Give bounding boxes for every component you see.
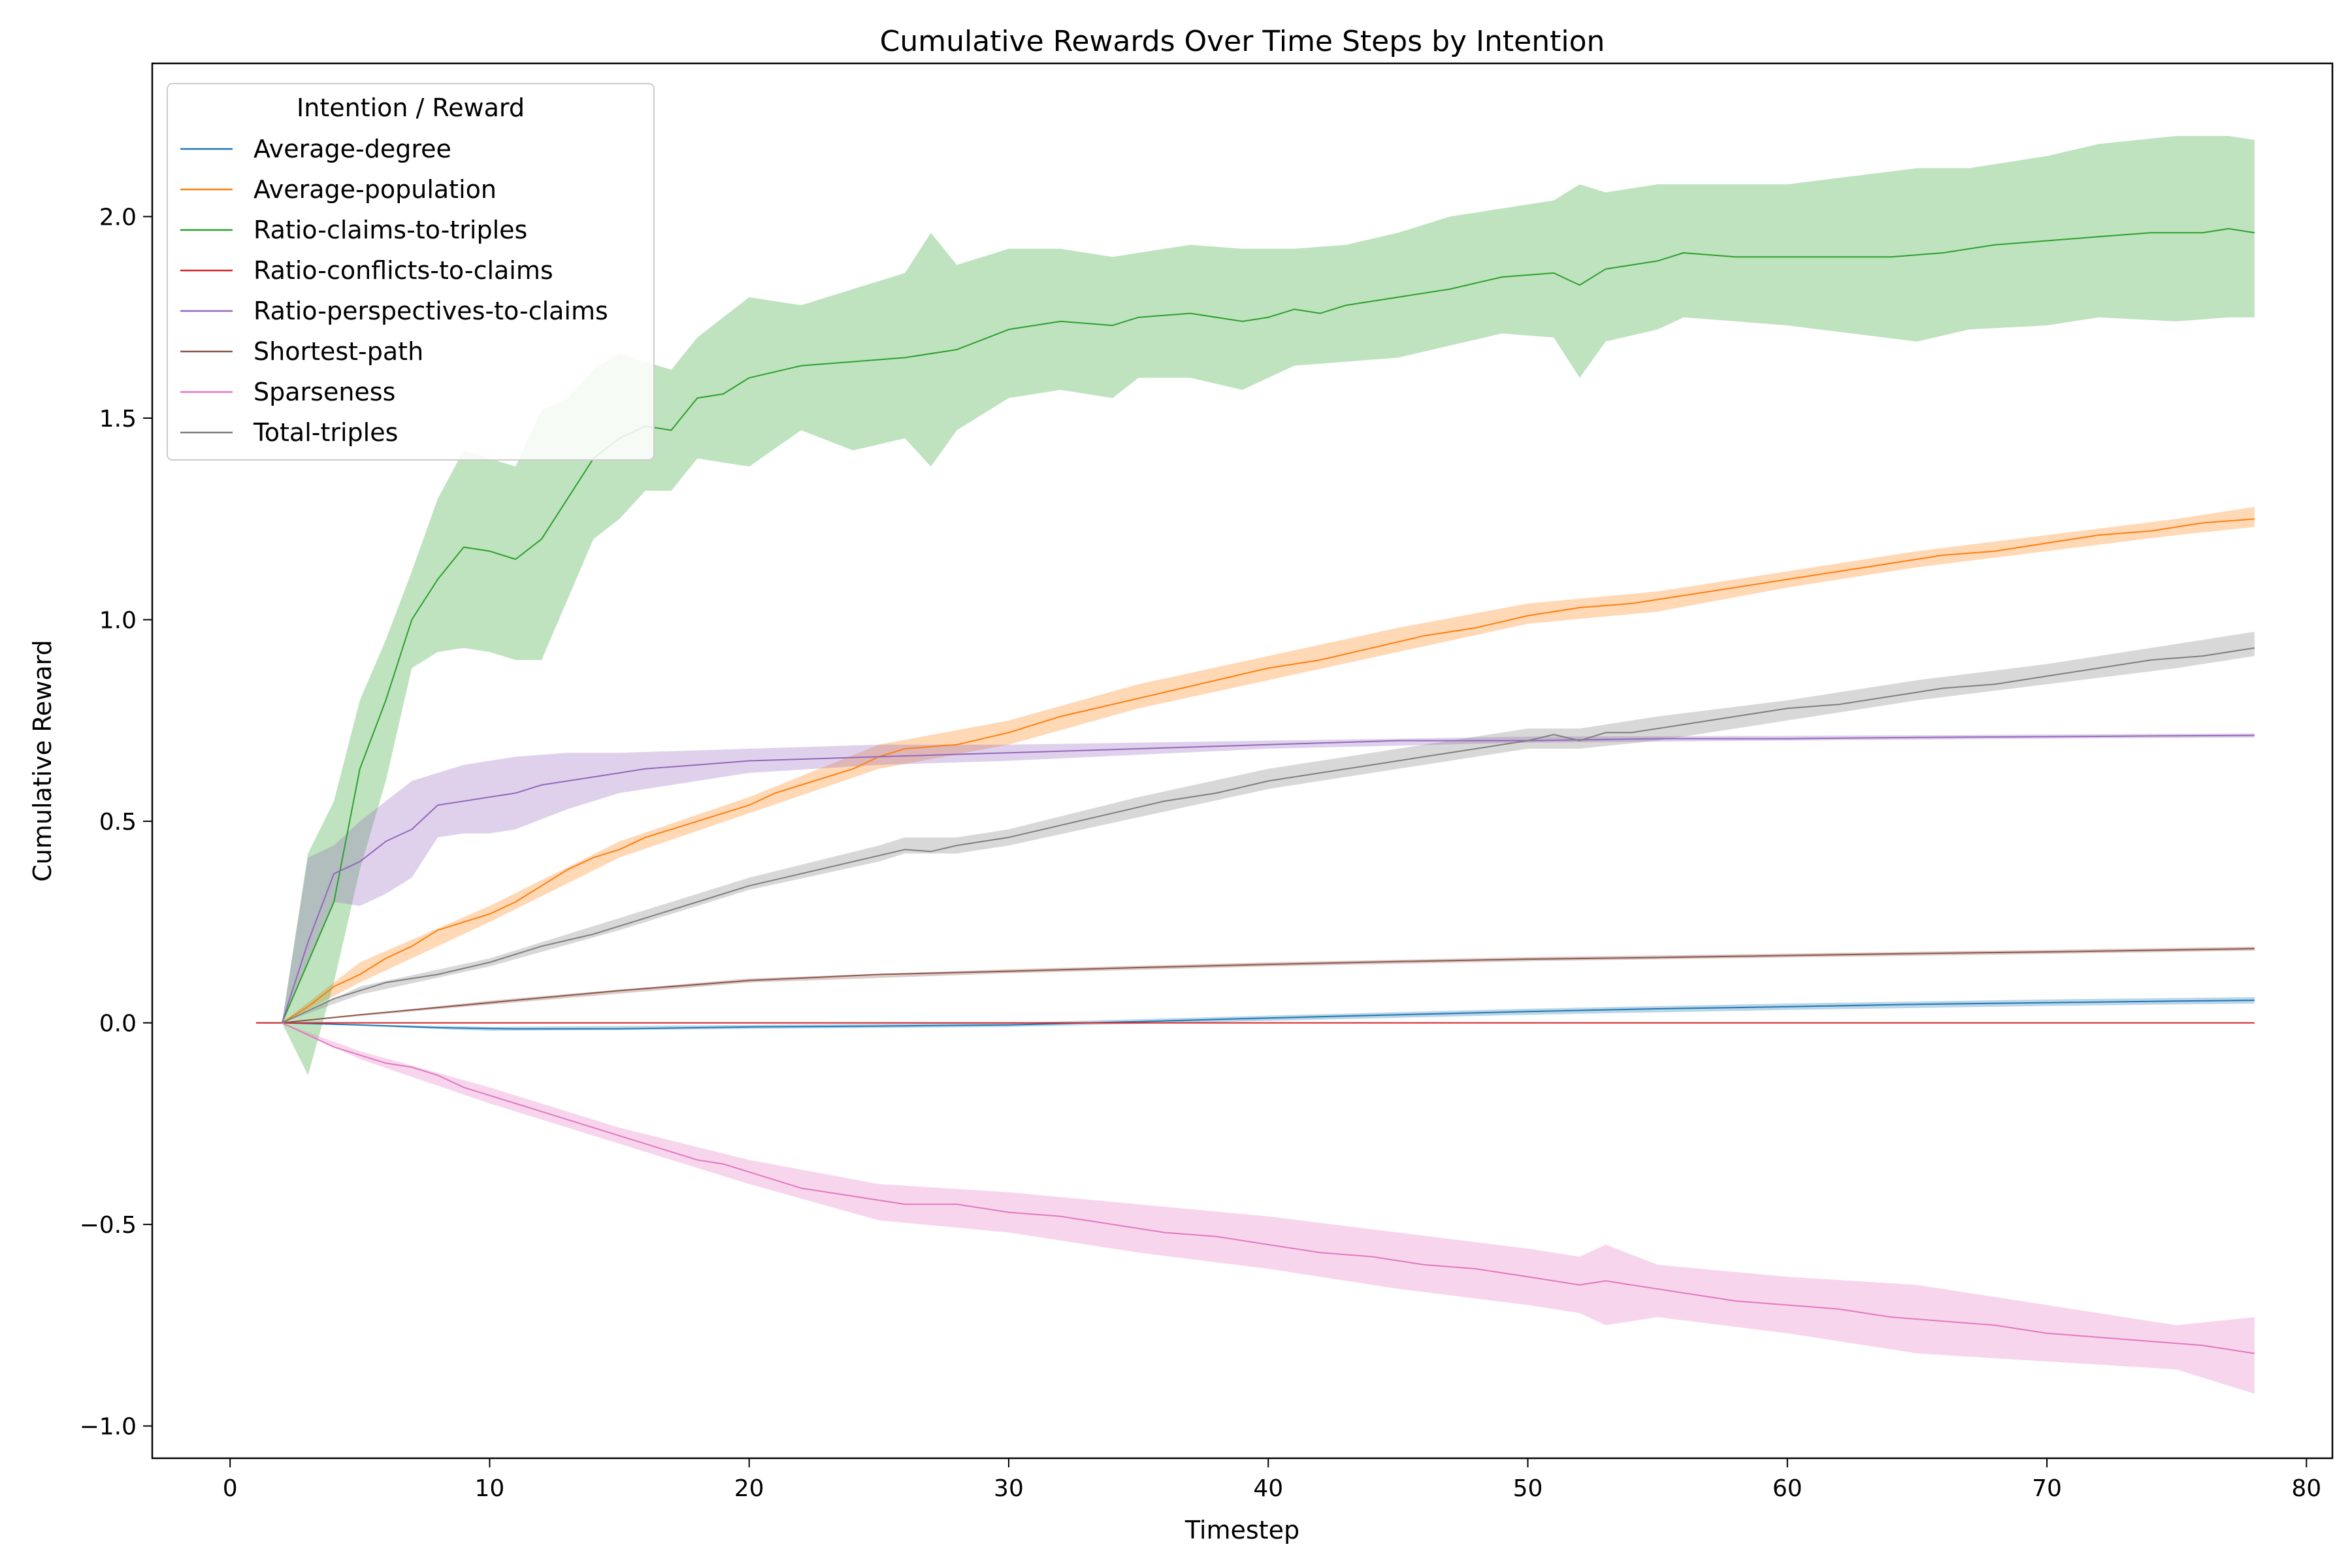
x-tick-label: 50 (1513, 1475, 1543, 1502)
series-lines (255, 228, 2255, 1354)
band-ratio-claims-to-triples (282, 136, 2255, 1075)
band-sparseness (282, 1022, 2255, 1394)
legend-title: Intention / Reward (297, 93, 525, 122)
chart-title: Cumulative Rewards Over Time Steps by In… (880, 25, 1605, 58)
x-tick-label: 60 (1772, 1475, 1803, 1502)
legend-label-ratio-conflicts-to-claims: Ratio-conflicts-to-claims (253, 256, 553, 285)
y-tick-label: −0.5 (80, 1212, 137, 1239)
legend-label-sparseness: Sparseness (253, 378, 395, 406)
legend-label-total-triples: Total-triples (253, 418, 398, 447)
band-shortest-path (282, 947, 2255, 1023)
line-ratio-perspectives-to-claims (281, 734, 2255, 1023)
legend: Intention / Reward Average-degreeAverage… (167, 83, 655, 461)
y-tick-label: 2.0 (99, 204, 137, 231)
legend-label-average-population: Average-population (253, 175, 497, 204)
y-tick-label: 0.5 (99, 809, 137, 836)
legend-label-ratio-claims-to-triples: Ratio-claims-to-triples (253, 216, 527, 244)
confidence-bands (282, 136, 2255, 1394)
y-tick-label: 1.5 (99, 406, 137, 433)
band-average-degree (282, 997, 2255, 1031)
band-total-triples (282, 632, 2255, 1023)
legend-label-average-degree: Average-degree (253, 135, 451, 163)
line-average-population (282, 518, 2255, 1024)
x-tick-label: 80 (2291, 1475, 2321, 1502)
line-sparseness (282, 1022, 2255, 1354)
line-ratio-claims-to-triples (281, 228, 2255, 1023)
y-tick-label: 0.0 (99, 1011, 137, 1037)
line-average-degree (255, 1000, 2255, 1030)
legend-box (167, 83, 655, 461)
x-tick-label: 30 (994, 1475, 1024, 1502)
x-tick-label: 40 (1253, 1475, 1283, 1502)
line-total-triples (282, 647, 2255, 1024)
y-axis-ticks: −1.0 −0.5 0.0 0.5 1.0 1.5 2.0 (80, 204, 152, 1441)
y-tick-label: 1.0 (99, 608, 137, 634)
legend-items: Average-degree Average-population Ratio-cl… (180, 135, 608, 447)
x-tick-label: 10 (475, 1475, 505, 1502)
x-axis-label: Timestep (1184, 1516, 1299, 1544)
legend-label-ratio-perspectives-to-claims: Ratio-perspectives-to-claims (253, 297, 608, 325)
plot-frame (151, 62, 2334, 1460)
x-tick-label: 70 (2032, 1475, 2062, 1502)
x-axis-ticks: 0 10 20 30 40 50 60 70 80 (223, 1458, 2321, 1502)
y-tick-label: −1.0 (80, 1414, 137, 1441)
x-tick-label: 20 (734, 1475, 764, 1502)
x-tick-label: 0 (223, 1475, 238, 1502)
y-axis-label: Cumulative Reward (28, 640, 57, 881)
legend-label-shortest-path: Shortest-path (253, 337, 423, 366)
line-shortest-path (282, 948, 2255, 1024)
